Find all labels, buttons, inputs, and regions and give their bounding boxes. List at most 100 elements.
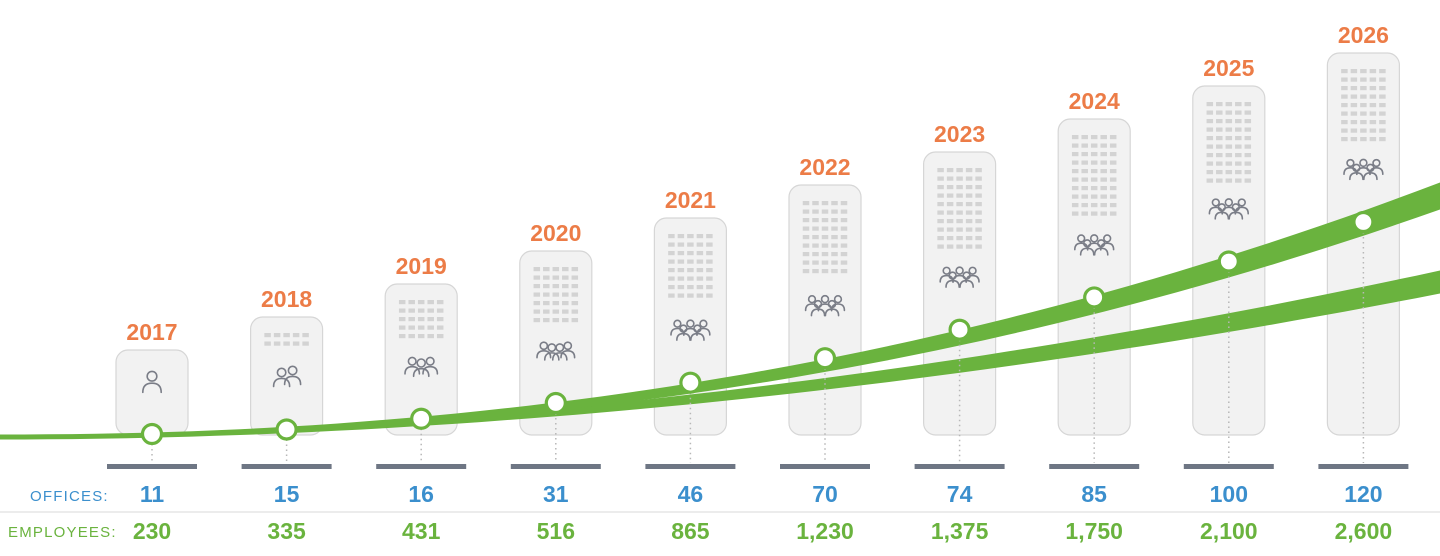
people-icon: [670, 319, 711, 341]
building-windows: [668, 234, 713, 298]
person-icon: [696, 319, 711, 336]
employees-value: 865: [671, 518, 710, 544]
building-windows: [1206, 102, 1252, 183]
base-bar: [1318, 464, 1409, 469]
person-icon: [272, 367, 291, 388]
people-icon: [404, 356, 439, 378]
building-windows: [1341, 69, 1386, 142]
marker-2026: [1352, 210, 1375, 234]
offices-value: 11: [140, 481, 165, 507]
marker-2017: [140, 422, 164, 446]
building-windows: [1071, 135, 1117, 216]
person-icon: [965, 266, 980, 283]
building-windows: [937, 168, 982, 249]
year-label: 2017: [126, 319, 177, 345]
base-bar: [1049, 464, 1140, 469]
offices-value: 31: [543, 481, 569, 507]
offices-value: 46: [678, 481, 704, 507]
markers-layer: [140, 210, 1375, 446]
employees-value: 1,375: [931, 518, 989, 544]
person-icon: [404, 356, 421, 375]
person-icon: [283, 365, 302, 386]
employees-row: 230 335 431 516 865 1,230 1,375 1,750 2,100 2,600: [133, 518, 1392, 544]
employees-value: 1,750: [1065, 518, 1123, 544]
building-windows: [802, 201, 848, 274]
base-bar: [241, 464, 332, 469]
people-icon: [536, 341, 576, 361]
offices-value: 16: [408, 481, 434, 507]
year-label: 2020: [530, 220, 581, 246]
building-windows: [264, 333, 309, 346]
person-icon: [412, 358, 430, 378]
base-bar: [1183, 464, 1274, 469]
building-2020: [519, 250, 593, 436]
guide-lines: [107, 232, 1409, 469]
base-bar: [914, 464, 1005, 469]
employees-value: 335: [267, 518, 306, 544]
employees-value: 1,230: [796, 518, 854, 544]
growth-bands: [0, 182, 1440, 440]
offices-value: 15: [274, 481, 300, 507]
people-icon: [1074, 234, 1115, 256]
building-windows: [533, 267, 579, 323]
building-2023: [922, 151, 997, 436]
marker-2024: [1083, 286, 1106, 309]
year-label: 2023: [934, 121, 985, 147]
people-icon: [939, 266, 980, 288]
base-bar: [510, 464, 601, 469]
year-label: 2022: [799, 154, 850, 180]
person-icon: [422, 356, 439, 375]
building-2017: [115, 349, 189, 436]
employees-value: 431: [402, 518, 441, 544]
base-bar: [780, 464, 870, 469]
people-icon: [142, 370, 162, 394]
person-icon: [1369, 158, 1384, 175]
marker-2021: [679, 371, 702, 394]
marker-2025: [1217, 250, 1240, 273]
employees-value: 2,100: [1200, 518, 1258, 544]
year-label: 2024: [1069, 88, 1120, 114]
marker-2018: [275, 418, 298, 441]
people-icon: [804, 294, 846, 317]
marker-2019: [410, 407, 433, 430]
year-label: 2025: [1203, 55, 1254, 81]
year-label: 2026: [1338, 22, 1389, 48]
year-label: 2019: [396, 253, 447, 279]
base-bar: [376, 464, 467, 469]
person-icon: [830, 295, 846, 312]
person-icon: [142, 370, 162, 394]
building-2022: [788, 184, 862, 436]
offices-value: 70: [812, 481, 838, 507]
person-icon: [1100, 234, 1115, 251]
offices-value: 100: [1210, 481, 1248, 507]
base-bar: [645, 464, 736, 469]
people-icon: [1343, 158, 1384, 181]
employees-value: 230: [133, 518, 171, 544]
marker-2020: [544, 391, 567, 415]
building-2019: [384, 283, 458, 436]
person-icon: [1234, 198, 1249, 215]
offices-row-label: OFFICES:: [30, 488, 109, 505]
employees-row-label: EMPLOYEES:: [8, 524, 117, 541]
offices-row: 11 15 16 31 46 70 74 85 100 120: [140, 481, 1383, 507]
offices-value: 120: [1344, 481, 1382, 507]
person-icon: [560, 341, 576, 359]
year-labels: 2017 2018 2019 2020 2021 2022 2023 2024 2025 2026: [126, 22, 1389, 345]
marker-2022: [813, 347, 837, 370]
building-windows: [398, 300, 444, 339]
growth-band-upper: [0, 182, 1440, 438]
building-2026: [1326, 52, 1401, 436]
employees-value: 516: [537, 518, 575, 544]
base-bar: [107, 464, 197, 469]
people-icon: [1208, 198, 1249, 220]
marker-2023: [948, 318, 971, 341]
employees-value: 2,600: [1335, 518, 1393, 544]
building-2018: [250, 316, 324, 436]
year-label: 2018: [261, 286, 312, 312]
people-icon: [272, 365, 302, 388]
person-icon: [536, 341, 552, 359]
offices-value: 85: [1081, 481, 1107, 507]
year-label: 2021: [665, 187, 716, 213]
